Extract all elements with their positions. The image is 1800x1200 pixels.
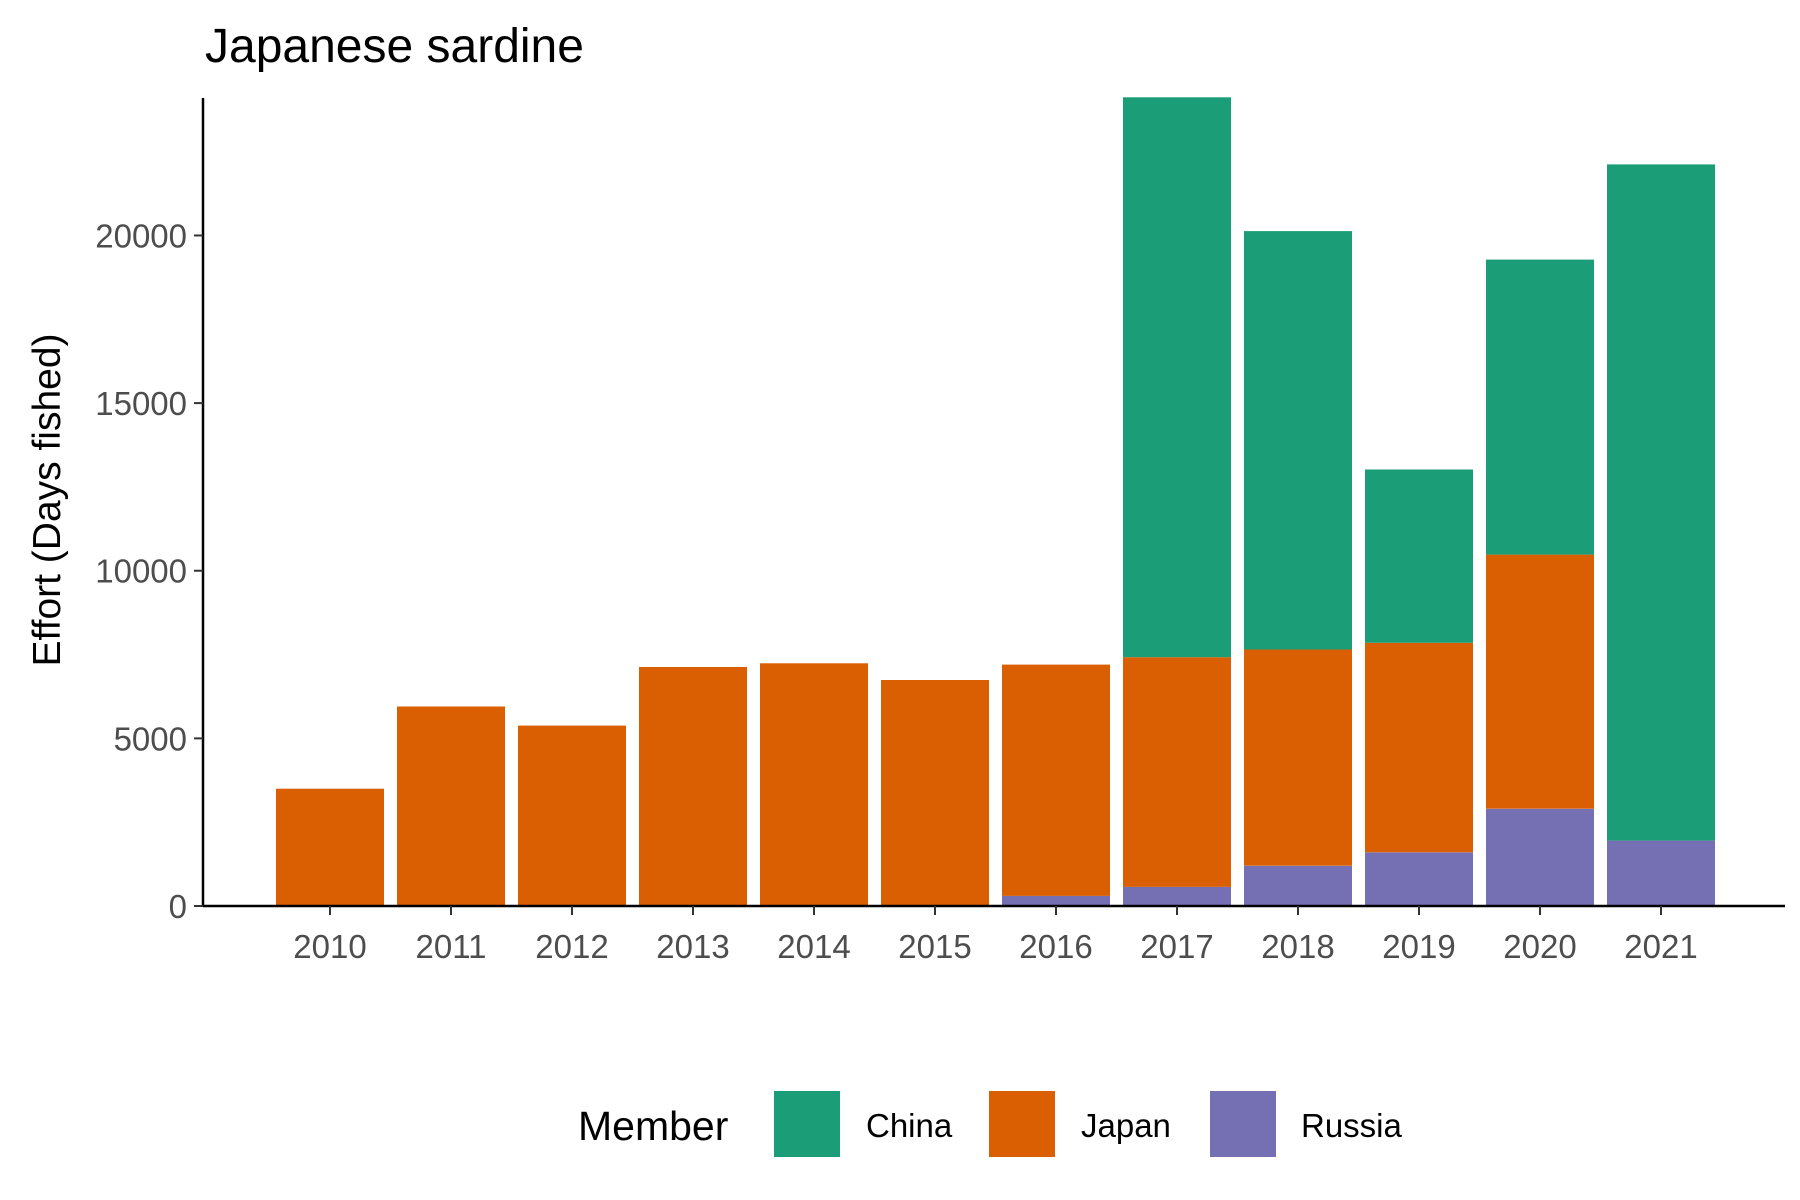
bar-russia-2017	[1123, 886, 1231, 906]
x-tick-label: 2015	[898, 928, 971, 965]
bar-japan-2017	[1123, 657, 1231, 887]
legend-label-japan: Japan	[1081, 1107, 1171, 1144]
bar-japan-2011	[397, 706, 505, 906]
bar-japan-2020	[1486, 554, 1594, 809]
legend-key-russia	[1210, 1091, 1276, 1157]
bar-china-2019	[1365, 469, 1473, 643]
x-tick-label: 2020	[1503, 928, 1576, 965]
y-tick-label: 10000	[95, 553, 187, 590]
x-tick-label: 2014	[777, 928, 850, 965]
x-tick-label: 2010	[293, 928, 366, 965]
x-tick-label: 2021	[1624, 928, 1697, 965]
bar-japan-2016	[1002, 664, 1110, 896]
x-tick-label: 2019	[1382, 928, 1455, 965]
bar-japan-2014	[760, 663, 868, 906]
x-axis-ticks: 2010 2011 2012 2013 2014 2015 2016 2017 2018 2019…	[293, 906, 1698, 965]
bar-japan-2010	[276, 788, 384, 906]
legend-title: Member	[578, 1103, 728, 1149]
bars-layer	[276, 97, 1715, 906]
legend-label-china: China	[866, 1107, 953, 1144]
bar-russia-2018	[1244, 865, 1352, 906]
bar-japan-2012	[518, 725, 626, 906]
bar-china-2021	[1607, 164, 1715, 841]
bar-russia-2016	[1002, 895, 1110, 906]
bar-japan-2015	[881, 680, 989, 906]
bar-russia-2021	[1607, 840, 1715, 906]
y-tick-label: 5000	[114, 720, 187, 757]
legend-label-russia: Russia	[1301, 1107, 1403, 1144]
legend-key-japan	[989, 1091, 1055, 1157]
bar-russia-2020	[1486, 808, 1594, 906]
bar-china-2017	[1123, 97, 1231, 658]
x-tick-label: 2018	[1261, 928, 1334, 965]
bar-russia-2019	[1365, 852, 1473, 906]
y-tick-label: 15000	[95, 385, 187, 422]
y-axis-ticks: 0 5000 10000 15000 20000	[95, 217, 203, 925]
y-axis-title: Effort (Days fished)	[26, 333, 69, 666]
bar-china-2018	[1244, 231, 1352, 650]
y-tick-label: 20000	[95, 217, 187, 254]
chart-title: Japanese sardine	[205, 20, 584, 73]
bar-japan-2013	[639, 667, 747, 906]
bar-china-2020	[1486, 259, 1594, 555]
x-tick-label: 2012	[535, 928, 608, 965]
x-tick-label: 2013	[656, 928, 729, 965]
x-tick-label: 2016	[1019, 928, 1092, 965]
bar-japan-2018	[1244, 649, 1352, 866]
bar-japan-2019	[1365, 642, 1473, 853]
legend-key-china	[774, 1091, 840, 1157]
x-tick-label: 2011	[416, 928, 487, 965]
y-tick-label: 0	[169, 888, 187, 925]
x-tick-label: 2017	[1140, 928, 1213, 965]
legend: Member China Japan Russia	[578, 1091, 1403, 1157]
